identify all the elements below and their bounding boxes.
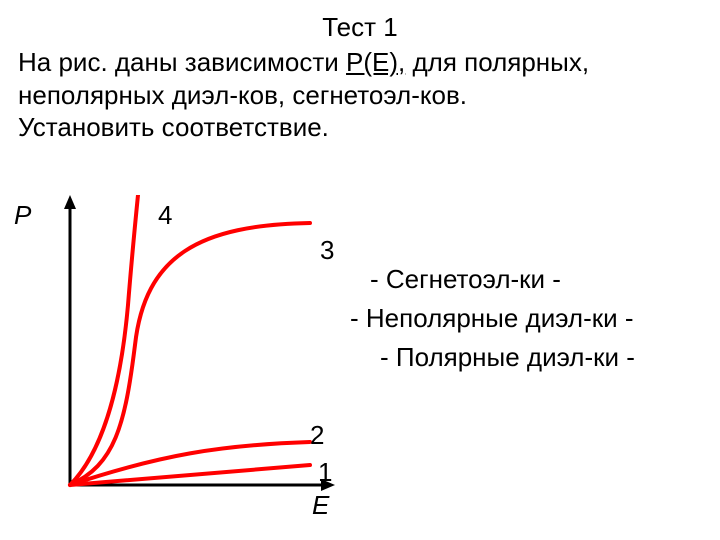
option-polar: - Полярные диэл-ки - [380,338,635,377]
option-nonpolar: - Неполярные диэл-ки - [350,299,635,338]
curve-2 [70,442,310,485]
page: Тест 1 На рис. даны зависимости P(E), дл… [0,0,720,540]
pe-chart [20,195,360,515]
q-line1-pe: P(E), [346,47,405,77]
answer-options: - Сегнетоэл-ки - - Неполярные диэл-ки - … [370,260,635,377]
test-title: Тест 1 [0,12,720,43]
curve-4 [70,195,138,485]
x-axis-label: E [312,490,329,521]
curve-label-4: 4 [158,200,172,231]
curve-label-1: 1 [318,457,332,488]
y-axis-arrow [64,195,76,209]
q-line3: Установить соответствие. [18,112,329,142]
curve-label-3: 3 [320,235,334,266]
q-line1-suffix: для полярных, [405,47,589,77]
option-ferroelectric: - Сегнетоэл-ки - [370,260,635,299]
q-line2: неполярных диэл-ков, сегнетоэл-ков. [18,80,467,110]
curve-label-2: 2 [310,420,324,451]
question-text: На рис. даны зависимости P(E), для поляр… [18,46,708,144]
q-line1-prefix: На рис. даны зависимости [18,47,346,77]
